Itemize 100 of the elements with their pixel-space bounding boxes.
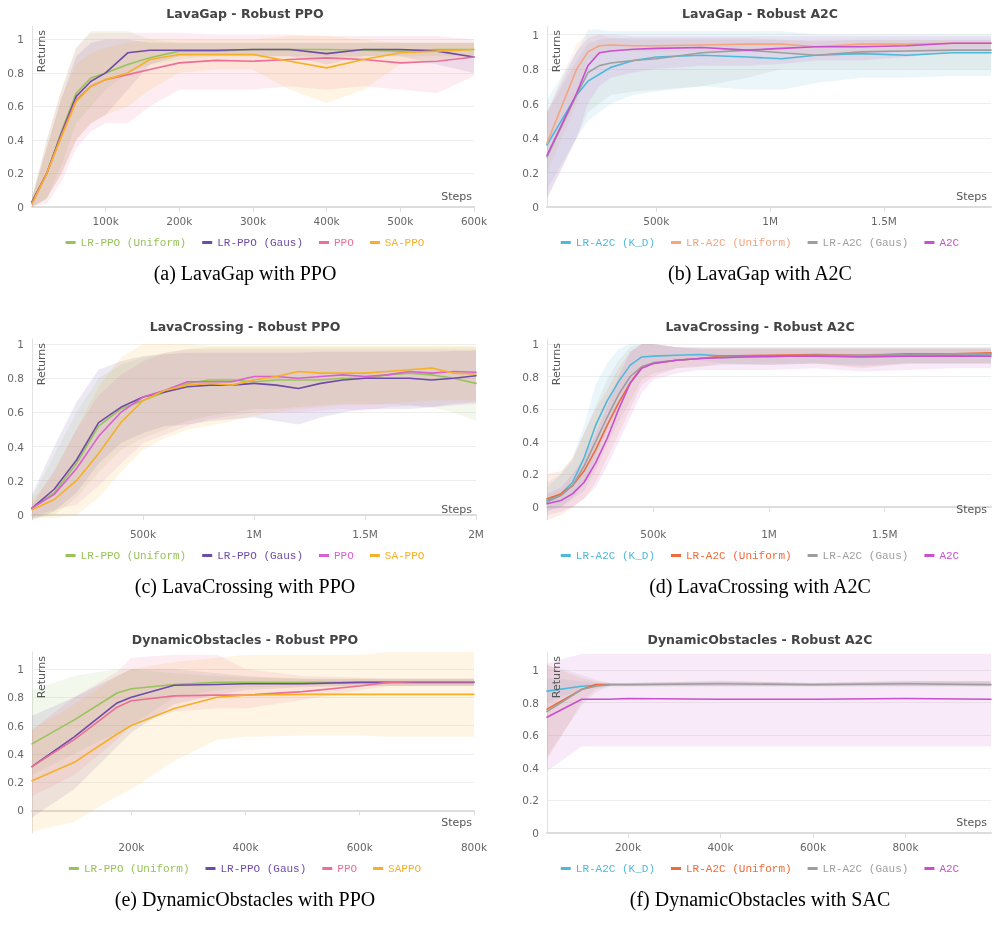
y-tick-label: 0 <box>17 804 24 817</box>
x-tick-label: 600k <box>799 840 827 853</box>
y-tick-label: 0.4 <box>7 133 25 146</box>
y-axis-title: Returns <box>550 342 563 386</box>
legend-label: SA-PPO <box>384 236 425 249</box>
text: (d) LavaCrossing with A2C <box>648 575 872 598</box>
legend-label: A2C <box>939 236 960 249</box>
y-tick-label: 1 <box>17 662 24 675</box>
legend-label: SA-PPO <box>384 549 425 562</box>
legend-label: LR-A2C (Uniform) <box>685 549 792 562</box>
y-tick-label: 1 <box>532 28 539 41</box>
y-tick-label: 0.6 <box>7 100 25 113</box>
legend-label: LR-A2C (K_D) <box>575 549 655 562</box>
y-tick-label: 0.4 <box>522 435 540 448</box>
y-tick-label: 0 <box>532 500 539 513</box>
y-tick-label: 0 <box>532 827 539 839</box>
x-tick-label: 800k <box>460 840 488 853</box>
x-tick-label: 500k <box>643 214 671 227</box>
y-tick-label: 1 <box>17 33 24 46</box>
x-tick-label: 600k <box>346 840 374 853</box>
y-tick-label: 1 <box>17 338 24 351</box>
y-tick-label: 0.2 <box>522 468 539 481</box>
x-tick-label: 400k <box>707 840 735 853</box>
legend-label: LR-A2C (Uniform) <box>685 862 792 875</box>
x-tick-label: 200k <box>166 214 194 227</box>
y-tick-label: 0 <box>17 201 24 213</box>
y-tick-label: 0 <box>17 508 24 521</box>
x-tick-label: 200k <box>118 840 146 853</box>
text: (b) LavaGap with A2C <box>667 262 853 285</box>
chart-title: LavaGap - Robust PPO <box>166 6 324 21</box>
x-tick-label: 1M <box>761 527 777 540</box>
y-tick-label: 0.4 <box>522 132 540 145</box>
legend-label: LR-A2C (Uniform) <box>685 236 792 249</box>
legend-label: A2C <box>939 862 960 875</box>
y-tick-label: 0.4 <box>7 440 25 453</box>
legend-label: LR-A2C (Gaus) <box>822 862 909 875</box>
y-tick-label: 1 <box>532 337 539 350</box>
y-axis-title: Returns <box>550 29 563 73</box>
y-tick-label: 0.8 <box>522 63 539 76</box>
text: (e) DynamicObstacles with PPO <box>113 888 377 911</box>
y-tick-label: 0.6 <box>7 719 25 732</box>
x-tick-label: 800k <box>892 840 920 853</box>
x-tick-label: 1.5M <box>871 214 897 227</box>
legend-label: SAPPO <box>388 862 422 875</box>
y-tick-label: 1 <box>532 663 539 676</box>
x-tick-label: 400k <box>313 214 341 227</box>
y-tick-label: 0 <box>532 201 539 213</box>
y-tick-label: 0.6 <box>522 403 540 416</box>
chart-title: DynamicObstacles - Robust PPO <box>131 632 359 647</box>
y-tick-label: 0.8 <box>7 66 24 79</box>
legend-label: LR-PPO (Uniform) <box>83 862 190 875</box>
x-tick-label: 1M <box>246 527 262 540</box>
text: (c) LavaCrossing with PPO <box>133 575 357 598</box>
y-tick-label: 0.8 <box>522 370 539 383</box>
x-axis-title: Steps <box>956 190 988 203</box>
x-axis-title: Steps <box>441 190 473 203</box>
x-tick-label: 400k <box>232 840 260 853</box>
y-tick-label: 0.6 <box>7 406 25 419</box>
x-axis-title: Steps <box>441 503 473 516</box>
y-tick-label: 0.6 <box>522 97 540 110</box>
chart-title: DynamicObstacles - Robust A2C <box>647 632 873 647</box>
y-tick-label: 0.6 <box>522 729 540 742</box>
x-tick-label: 500k <box>387 214 415 227</box>
y-tick-label: 0.8 <box>7 372 24 385</box>
chart-title: LavaCrossing - Robust A2C <box>665 319 855 334</box>
y-tick-label: 0.2 <box>522 794 539 807</box>
y-tick-label: 0.8 <box>7 691 24 704</box>
legend-label: LR-PPO (Gaus) <box>217 236 304 249</box>
chart-title: LavaGap - Robust A2C <box>682 6 838 21</box>
legend-label: PPO <box>334 549 355 562</box>
y-tick-label: 0.2 <box>522 166 539 179</box>
y-axis-title: Returns <box>35 29 48 73</box>
y-axis-title: Returns <box>35 342 48 386</box>
y-axis-title: Returns <box>550 655 563 699</box>
legend-label: A2C <box>939 549 960 562</box>
y-tick-label: 0.4 <box>522 761 540 774</box>
y-tick-label: 0.4 <box>7 747 25 760</box>
legend-label: LR-PPO (Gaus) <box>220 862 307 875</box>
legend-label: LR-PPO (Uniform) <box>80 236 187 249</box>
legend-label: LR-A2C (K_D) <box>575 236 655 249</box>
y-tick-label: 0.2 <box>7 167 24 180</box>
legend-label: LR-A2C (K_D) <box>575 862 655 875</box>
x-tick-label: 1M <box>762 214 779 227</box>
x-tick-label: 100k <box>92 214 120 227</box>
legend-label: LR-PPO (Uniform) <box>80 549 187 562</box>
x-tick-label: 500k <box>129 527 157 540</box>
x-tick-label: 300k <box>239 214 267 227</box>
x-axis-title: Steps <box>956 816 988 829</box>
x-tick-label: 200k <box>614 840 642 853</box>
y-tick-label: 0.8 <box>522 696 539 709</box>
x-tick-label: 1.5M <box>871 527 898 540</box>
x-axis-title: Steps <box>441 816 473 829</box>
legend-label: LR-A2C (Gaus) <box>822 236 909 249</box>
x-tick-label: 500k <box>640 527 668 540</box>
text: (f) DynamicObstacles with SAC <box>628 888 892 911</box>
legend-label: LR-A2C (Gaus) <box>822 549 909 562</box>
legend-label: PPO <box>337 862 358 875</box>
x-tick-label: 600k <box>460 214 488 227</box>
text: (a) LavaGap with PPO <box>152 262 338 285</box>
chart-title: LavaCrossing - Robust PPO <box>149 319 341 334</box>
